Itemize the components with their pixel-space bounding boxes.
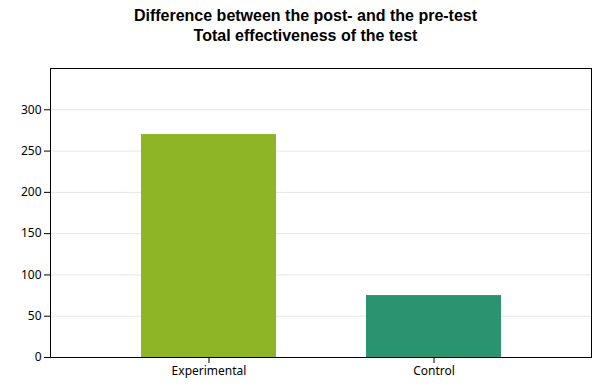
svg-text:200: 200 <box>21 183 42 200</box>
html-text:Total effectiveness of the tes: Total effectiveness of the test <box>193 27 418 44</box>
svg-text:50: 50 <box>28 307 42 324</box>
svg-text:100: 100 <box>21 266 42 283</box>
svg-text:250: 250 <box>21 142 42 159</box>
svg-text:150: 150 <box>21 224 42 241</box>
svg-text:Experimental: Experimental <box>172 362 247 379</box>
svg-text:Control: Control <box>413 362 455 379</box>
html-text:Difference between the post- a: Difference between the post- and the pre… <box>133 7 478 24</box>
svg-text:0: 0 <box>35 348 42 365</box>
svg-text:300: 300 <box>21 101 42 118</box>
